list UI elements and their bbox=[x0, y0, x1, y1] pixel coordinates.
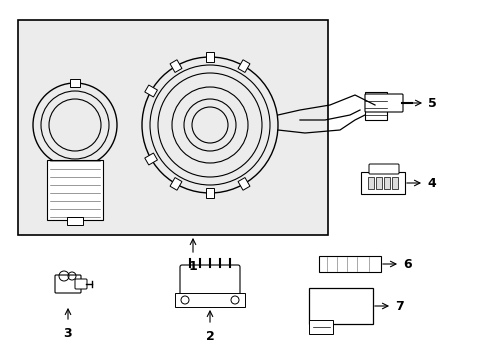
FancyBboxPatch shape bbox=[364, 94, 402, 112]
FancyBboxPatch shape bbox=[308, 320, 332, 334]
Text: 5: 5 bbox=[427, 96, 436, 109]
Text: 1: 1 bbox=[188, 260, 197, 273]
Bar bbox=[144, 85, 157, 97]
Bar bbox=[67, 217, 83, 225]
FancyBboxPatch shape bbox=[55, 275, 81, 293]
FancyBboxPatch shape bbox=[308, 288, 372, 324]
Bar bbox=[367, 177, 373, 189]
Bar bbox=[375, 177, 381, 189]
Bar bbox=[170, 177, 182, 190]
FancyBboxPatch shape bbox=[175, 293, 244, 307]
Bar bbox=[144, 153, 157, 165]
Text: 7: 7 bbox=[394, 300, 403, 312]
FancyBboxPatch shape bbox=[47, 160, 103, 220]
Bar bbox=[391, 177, 397, 189]
FancyBboxPatch shape bbox=[368, 164, 398, 174]
FancyBboxPatch shape bbox=[318, 256, 380, 272]
FancyBboxPatch shape bbox=[180, 265, 240, 297]
FancyBboxPatch shape bbox=[75, 279, 87, 289]
Bar bbox=[383, 177, 389, 189]
Bar bbox=[205, 188, 214, 198]
Bar bbox=[205, 52, 214, 62]
FancyBboxPatch shape bbox=[18, 20, 327, 235]
FancyBboxPatch shape bbox=[360, 172, 404, 194]
Text: 6: 6 bbox=[402, 257, 411, 270]
Bar bbox=[238, 177, 249, 190]
Bar bbox=[238, 60, 249, 72]
Bar bbox=[170, 60, 182, 72]
Text: 3: 3 bbox=[63, 327, 72, 340]
Bar bbox=[70, 79, 80, 87]
Text: 4: 4 bbox=[426, 176, 435, 189]
Text: 2: 2 bbox=[205, 330, 214, 343]
Bar bbox=[364, 92, 386, 120]
